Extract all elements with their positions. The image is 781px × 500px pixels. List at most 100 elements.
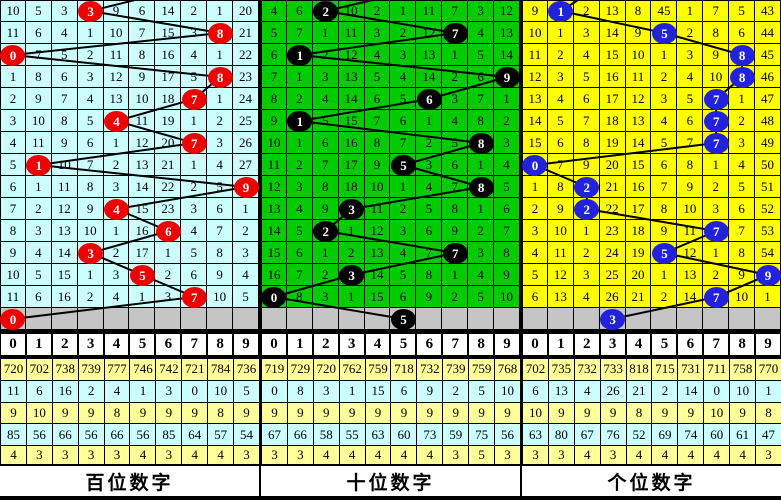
trend-cell: 14 xyxy=(261,220,287,242)
draw-ball: 6 xyxy=(416,88,442,110)
trend-cell: 1 xyxy=(77,22,104,44)
stats-cell: 0 xyxy=(703,380,730,403)
trend-cell: 8 xyxy=(207,242,234,264)
trend-cell: 1 xyxy=(703,154,730,176)
trend-cell: 8 xyxy=(494,242,520,264)
trend-cell: 6 xyxy=(129,0,156,22)
trend-cell: 11 xyxy=(0,286,26,308)
trend-cell: 6 xyxy=(677,110,704,132)
stats-cell: 66 xyxy=(286,424,313,447)
trend-cell: 12 xyxy=(494,0,520,22)
trend-cell: 3 xyxy=(103,264,130,286)
trend-cell: 10 xyxy=(547,220,574,242)
trend-cell: 11 xyxy=(522,44,548,66)
pending-cell xyxy=(573,308,600,330)
trend-cell: 3 xyxy=(25,220,52,242)
trend-cell: 14 xyxy=(677,286,704,308)
stats-cell: 56 xyxy=(25,424,52,447)
trend-cell: 21 xyxy=(599,176,626,198)
stats-cell: 3 xyxy=(442,446,469,466)
stats-cell: 9 xyxy=(338,402,365,425)
separator-bar xyxy=(0,330,259,334)
stats-cell: 8 xyxy=(755,402,781,425)
trend-cell: 10 xyxy=(207,286,234,308)
digit-header-cell: 2 xyxy=(51,334,78,356)
trend-cell: 47 xyxy=(755,88,781,110)
trend-cell: 23 xyxy=(599,220,626,242)
trend-cell: 15 xyxy=(338,110,365,132)
trend-cell: 1 xyxy=(207,44,234,66)
draw-ball: 7 xyxy=(181,88,207,110)
trend-cell: 3 xyxy=(390,220,417,242)
trend-cell: 1 xyxy=(729,88,756,110)
trend-cell: 18 xyxy=(338,176,365,198)
draw-ball: 7 xyxy=(181,132,207,154)
trend-cell: 5 xyxy=(468,286,495,308)
stats-cell: 4 xyxy=(703,446,730,466)
digit-header-cell: 7 xyxy=(442,334,469,356)
trend-cell: 6 xyxy=(390,110,417,132)
trend-cell: 4 xyxy=(364,44,391,66)
stats-cell: 4 xyxy=(312,446,339,466)
trend-cell: 2 xyxy=(703,176,730,198)
stats-cell: 9 xyxy=(181,402,208,425)
trend-cell: 26 xyxy=(599,286,626,308)
pending-cell xyxy=(233,308,259,330)
trend-cell: 6 xyxy=(286,242,313,264)
stats-cell: 9 xyxy=(0,402,26,425)
trend-cell: 10 xyxy=(364,176,391,198)
trend-cell: 15 xyxy=(129,198,156,220)
digit-header-cell: 1 xyxy=(547,334,574,356)
digit-header-cell: 4 xyxy=(364,334,391,356)
stats-cell: 56 xyxy=(77,424,104,447)
trend-cell: 7 xyxy=(390,132,417,154)
trend-cell: 12 xyxy=(261,176,287,198)
digit-header-cell: 6 xyxy=(155,334,182,356)
draw-ball: 1 xyxy=(548,0,574,22)
trend-cell: 2 xyxy=(77,44,104,66)
digit-header-cell: 3 xyxy=(599,334,626,356)
trend-cell: 9 xyxy=(51,132,78,154)
separator-bar xyxy=(0,495,259,500)
trend-cell: 4 xyxy=(442,110,469,132)
trend-cell: 23 xyxy=(233,66,259,88)
trend-cell: 15 xyxy=(155,22,182,44)
trend-cell: 4 xyxy=(729,154,756,176)
stats-cell: 8 xyxy=(286,380,313,403)
stats-row: 63 80 67 76 52 69 74 60 61 47 xyxy=(522,424,781,447)
trend-cell: 1 xyxy=(286,66,313,88)
footer-label-hundreds: 百位数字 xyxy=(0,465,259,496)
trend-cell: 9 xyxy=(129,66,156,88)
stats-cell: 9 xyxy=(494,402,520,425)
trend-cell: 5 xyxy=(77,110,104,132)
stats-cell: 720 xyxy=(312,358,339,381)
trend-cell: 13 xyxy=(677,264,704,286)
stats-cell: 735 xyxy=(547,358,574,381)
stats-cell: 21 xyxy=(625,380,652,403)
trend-cell: 12 xyxy=(677,242,704,264)
trend-cell: 2 xyxy=(312,44,339,66)
separator-bar xyxy=(261,495,520,500)
stats-cell: 9 xyxy=(547,402,574,425)
trend-cell: 2 xyxy=(338,242,365,264)
stats-cell: 10 xyxy=(494,380,520,403)
trend-cell: 9 xyxy=(25,88,52,110)
pending-cell xyxy=(547,308,574,330)
trend-cell: 4 xyxy=(573,44,600,66)
stats-cell: 10 xyxy=(522,402,548,425)
draw-ball: 7 xyxy=(703,132,729,154)
trend-cell: 17 xyxy=(338,154,365,176)
trend-cell: 21 xyxy=(625,286,652,308)
trend-cell: 11 xyxy=(364,198,391,220)
stats-cell: 3 xyxy=(103,446,130,466)
trend-cell: 5 xyxy=(468,44,495,66)
trend-cell: 3 xyxy=(547,66,574,88)
stats-cell: 5 xyxy=(468,446,495,466)
trend-cell: 9 xyxy=(261,110,287,132)
stats-row: 85 56 66 56 66 56 85 64 57 54 xyxy=(0,424,259,447)
stats-cell: 8 xyxy=(625,402,652,425)
draw-ball: 1 xyxy=(287,110,313,132)
stats-cell: 739 xyxy=(77,358,104,381)
stats-cell: 711 xyxy=(703,358,730,381)
